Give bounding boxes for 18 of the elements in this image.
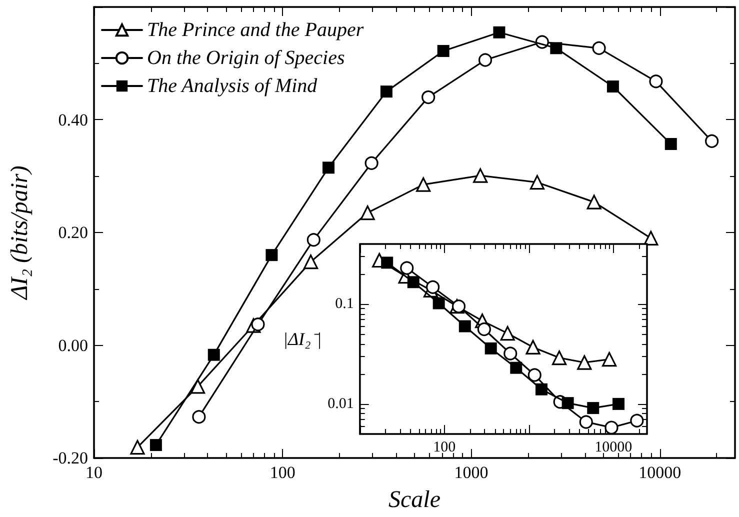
- x-axis-title: Scale: [388, 487, 441, 513]
- x-tick-label: 10000: [638, 463, 682, 482]
- x-tick-label: 10: [86, 463, 102, 482]
- y-tick-label: 0.00: [58, 336, 88, 355]
- y-axis-title: |ΔI₂⁻|: [282, 329, 322, 349]
- x-tick-label: 100: [433, 440, 456, 456]
- y-tick-label: 0.1: [335, 296, 354, 312]
- x-tick-label: 100: [270, 463, 296, 482]
- legend-label: On the Origin of Species: [147, 47, 345, 69]
- legend-label: The Prince and the Pauper: [147, 19, 364, 41]
- legend-label: The Analysis of Mind: [147, 75, 318, 97]
- y-tick-label: 0.01: [328, 396, 354, 412]
- y-tick-label: 0.20: [58, 223, 88, 242]
- y-axis-title: ΔI₂ (bits/pair): [7, 166, 33, 300]
- y-tick-label: -0.20: [52, 448, 88, 468]
- x-tick-label: 1000: [454, 463, 488, 482]
- x-tick-label: 10000: [594, 440, 632, 456]
- y-tick-label: 0.40: [58, 110, 88, 130]
